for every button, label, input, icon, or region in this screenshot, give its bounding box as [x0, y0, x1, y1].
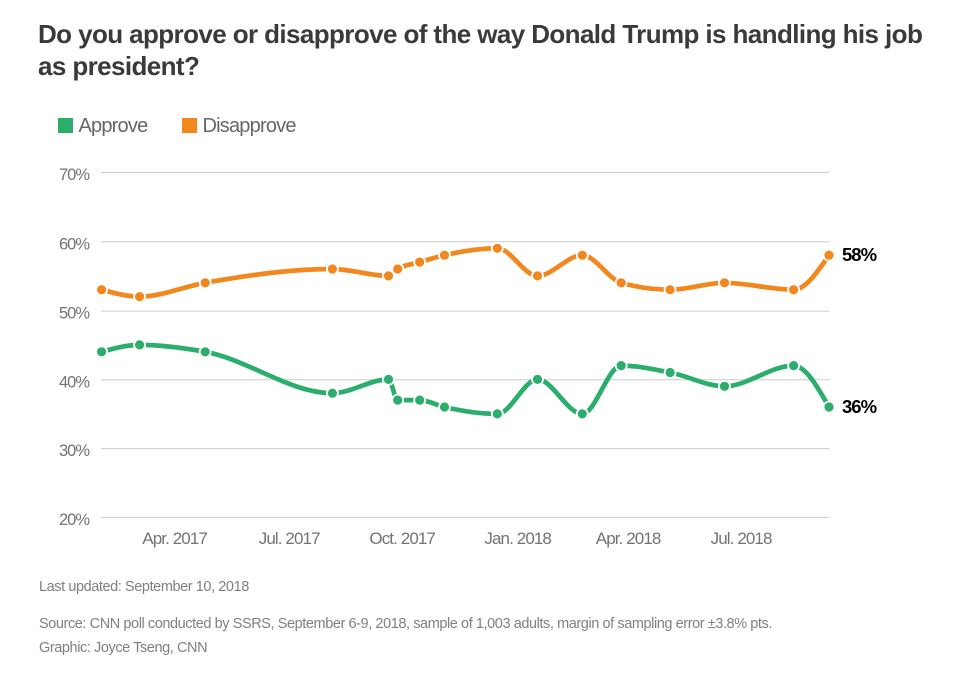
svg-text:20%: 20%: [59, 511, 90, 529]
svg-text:50%: 50%: [59, 305, 90, 323]
svg-text:30%: 30%: [59, 442, 90, 460]
svg-text:Jan. 2018: Jan. 2018: [484, 529, 551, 548]
svg-text:36%: 36%: [842, 396, 877, 417]
svg-text:60%: 60%: [59, 235, 90, 253]
svg-text:Apr. 2017: Apr. 2017: [142, 529, 207, 548]
svg-text:Apr. 2018: Apr. 2018: [596, 529, 661, 548]
svg-text:40%: 40%: [59, 373, 90, 391]
svg-text:Oct. 2017: Oct. 2017: [369, 529, 435, 548]
svg-text:Jul. 2017: Jul. 2017: [259, 529, 320, 548]
svg-text:58%: 58%: [842, 244, 877, 265]
svg-text:70%: 70%: [59, 166, 90, 184]
svg-text:Jul. 2018: Jul. 2018: [711, 529, 772, 548]
